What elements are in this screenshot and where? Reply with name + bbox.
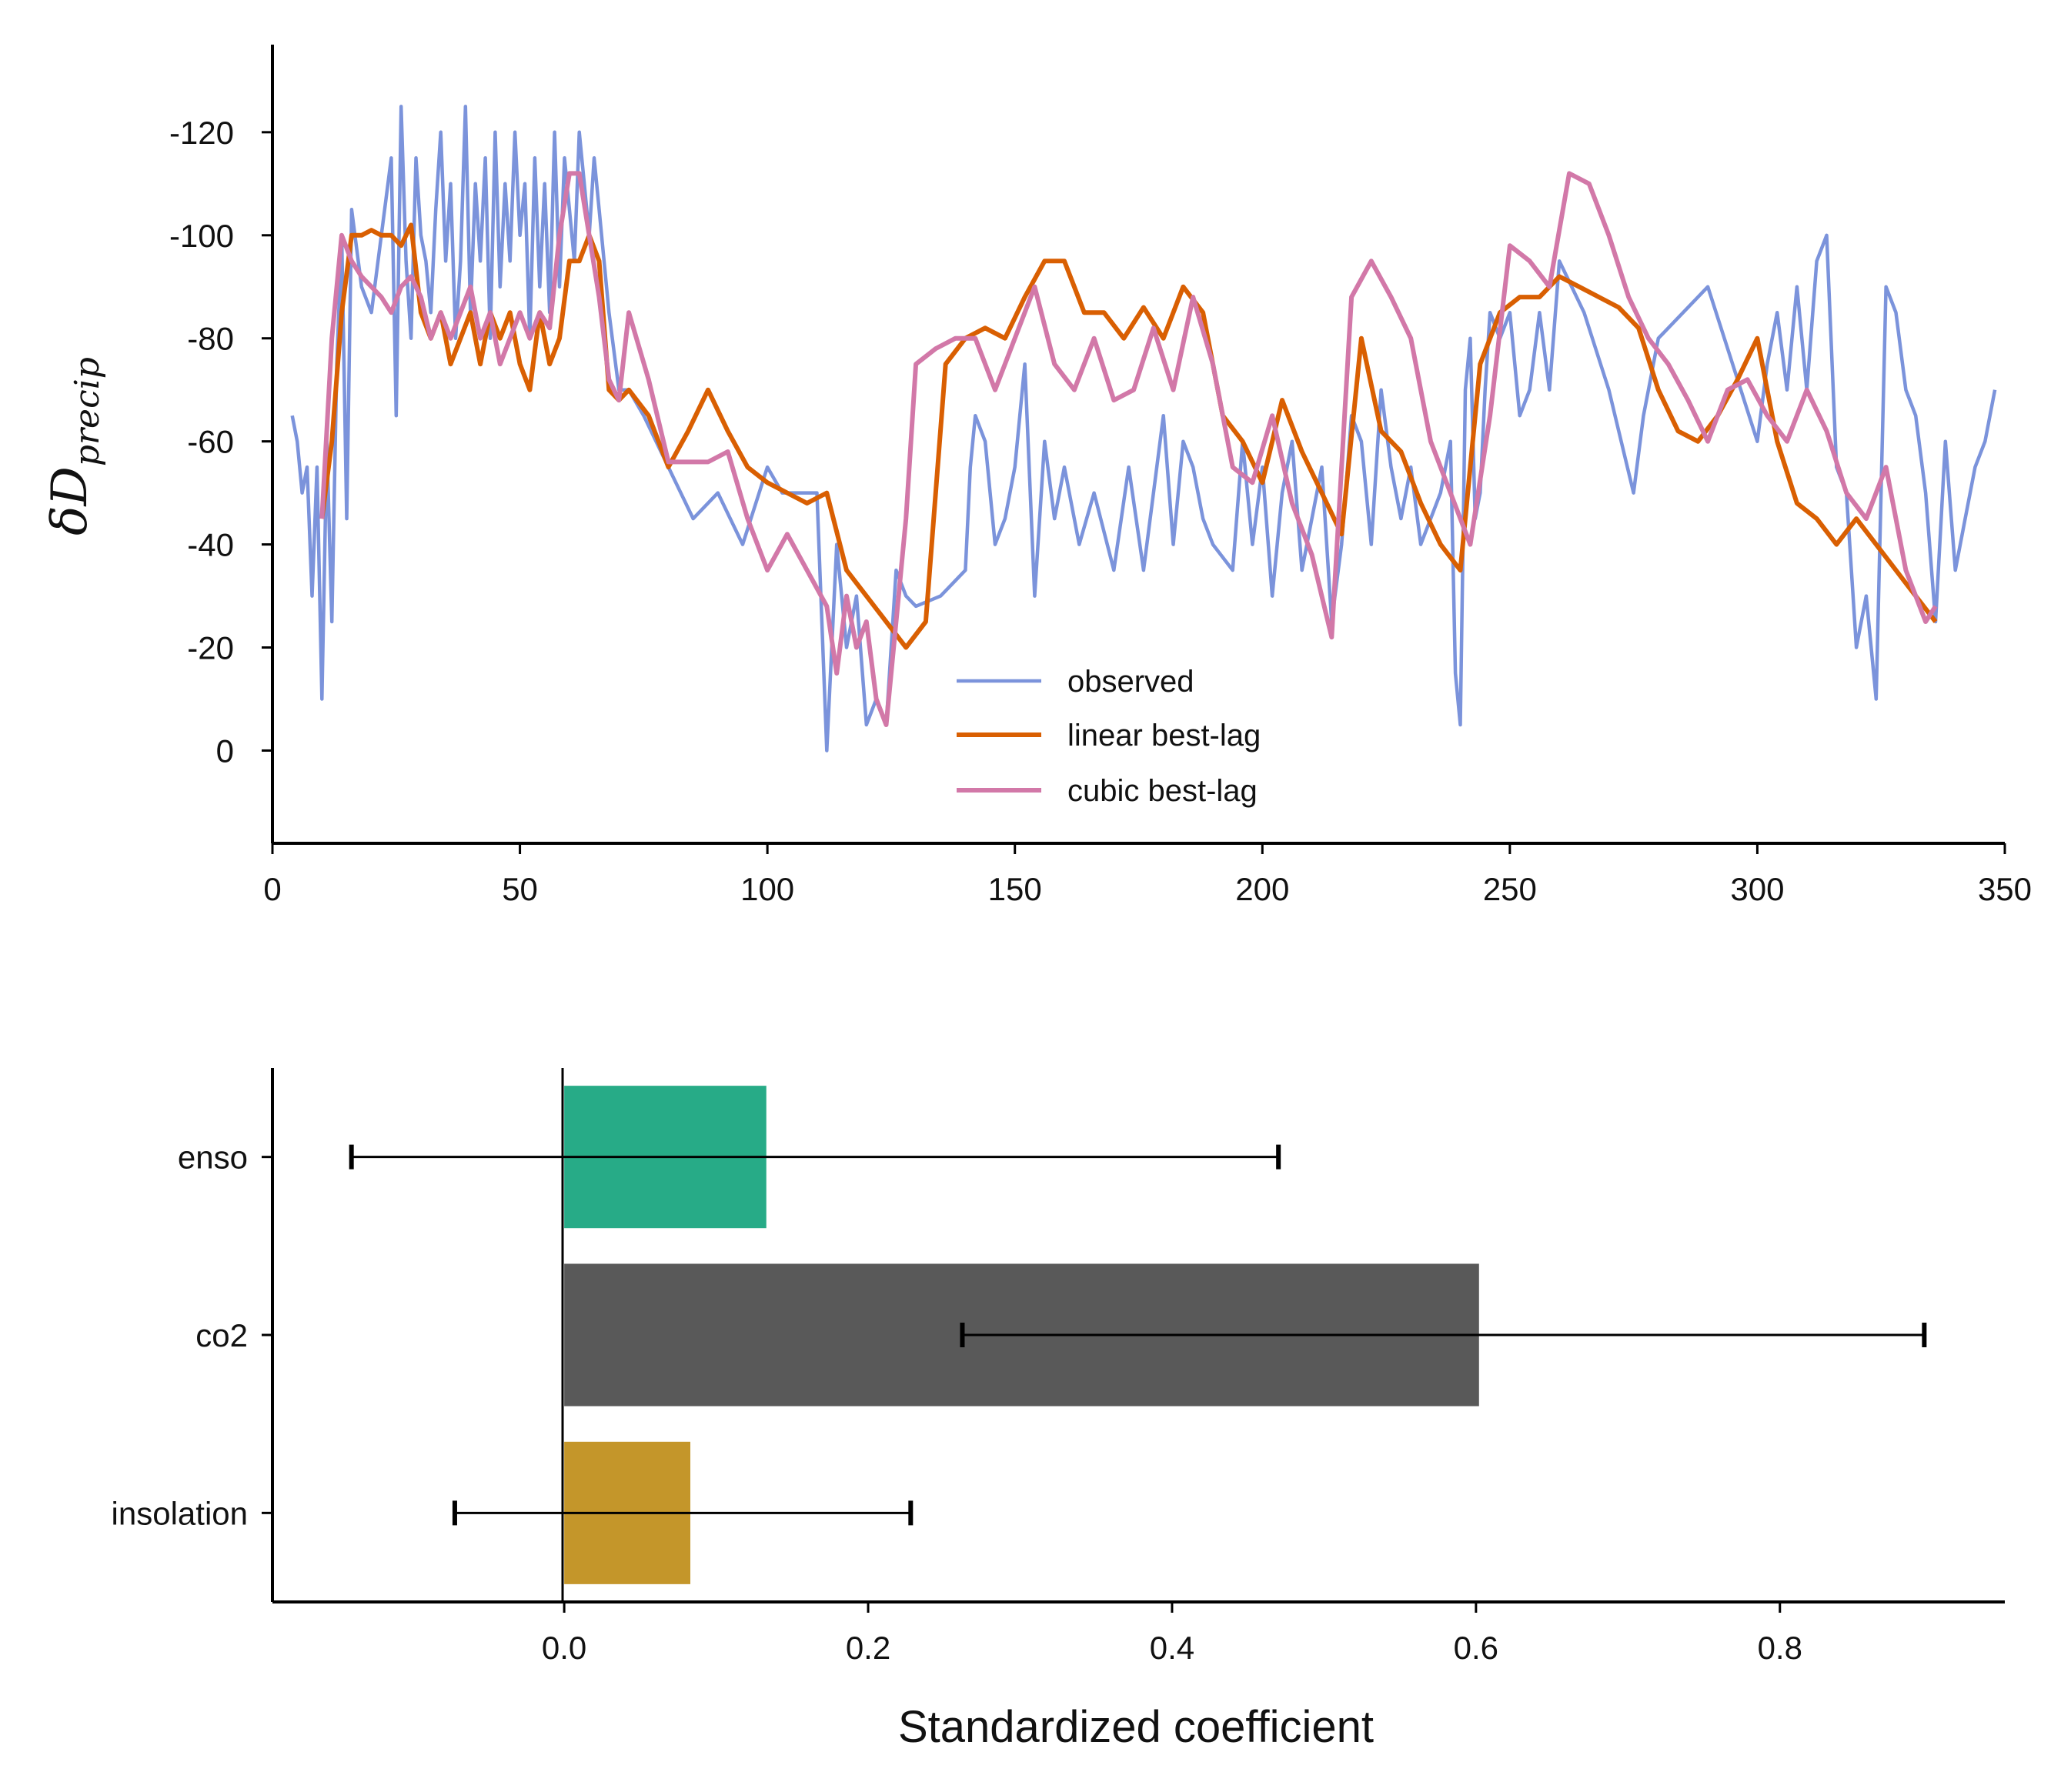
bottom-x-tick-label: 0.8 [1758, 1630, 1802, 1666]
series-line-2 [319, 171, 1938, 727]
series-line-1 [319, 222, 1938, 650]
top-y-tick-label: -40 [187, 527, 234, 563]
y-label-sub: precip [68, 357, 107, 466]
category-label-co2: co2 [195, 1317, 248, 1353]
top-y-axis-label: δDprecip [42, 357, 107, 536]
coefficient-panel: 0.0 0.2 0.4 0.6 0.8 enso co2 insolation Standa… [112, 1068, 2005, 1752]
bottom-x-tick-label: 0.6 [1454, 1630, 1498, 1666]
bottom-x-tick-label: 0.2 [846, 1630, 890, 1666]
bottom-category-ticks: enso co2 insolation [112, 1140, 272, 1531]
top-x-tick-label: 0 [263, 871, 281, 907]
y-label-main: δD [42, 466, 99, 536]
top-x-tick-label: 350 [1978, 871, 2032, 907]
error-bars [349, 1144, 1927, 1526]
top-x-tick-label: 250 [1483, 871, 1537, 907]
bottom-x-ticks: 0.0 0.2 0.4 0.6 0.8 [542, 1602, 1802, 1666]
top-y-tick-label: 0 [216, 732, 234, 769]
top-y-tick-label: -60 [187, 424, 234, 460]
top-x-tick-label: 200 [1235, 871, 1289, 907]
legend-label-cubic: cubic best-lag [1067, 774, 1258, 808]
bottom-x-tick-label: 0.0 [542, 1630, 586, 1666]
top-x-ticks: 0 50 100 150 200 250 300 350 [263, 843, 2032, 907]
bottom-x-tick-label: 0.4 [1150, 1630, 1194, 1666]
bottom-x-axis-label: Standardized coefficient [898, 1702, 1374, 1752]
top-x-tick-label: 50 [502, 871, 538, 907]
series-line-0 [290, 105, 1997, 753]
top-y-tick-label: -20 [187, 630, 234, 666]
legend-label-observed: observed [1067, 665, 1194, 699]
top-x-tick-label: 150 [988, 871, 1042, 907]
top-y-ticks: 0 -20 -40 -60 -80 -100 -120 [169, 115, 272, 769]
top-y-tick-label: -100 [169, 218, 234, 254]
top-x-tick-label: 300 [1730, 871, 1784, 907]
top-x-tick-label: 100 [740, 871, 794, 907]
legend: observed linear best-lag cubic best-lag [957, 665, 1261, 808]
legend-label-linear: linear best-lag [1067, 719, 1261, 753]
category-label-insolation: insolation [112, 1495, 248, 1531]
series-lines [290, 105, 1997, 753]
top-y-tick-label: -120 [169, 115, 234, 151]
category-label-enso: enso [178, 1140, 248, 1176]
top-y-tick-label: -80 [187, 321, 234, 357]
time-series-panel: 0 50 100 150 200 250 300 350 0 -20 -40 -60 -80 -100 -… [42, 45, 2032, 907]
